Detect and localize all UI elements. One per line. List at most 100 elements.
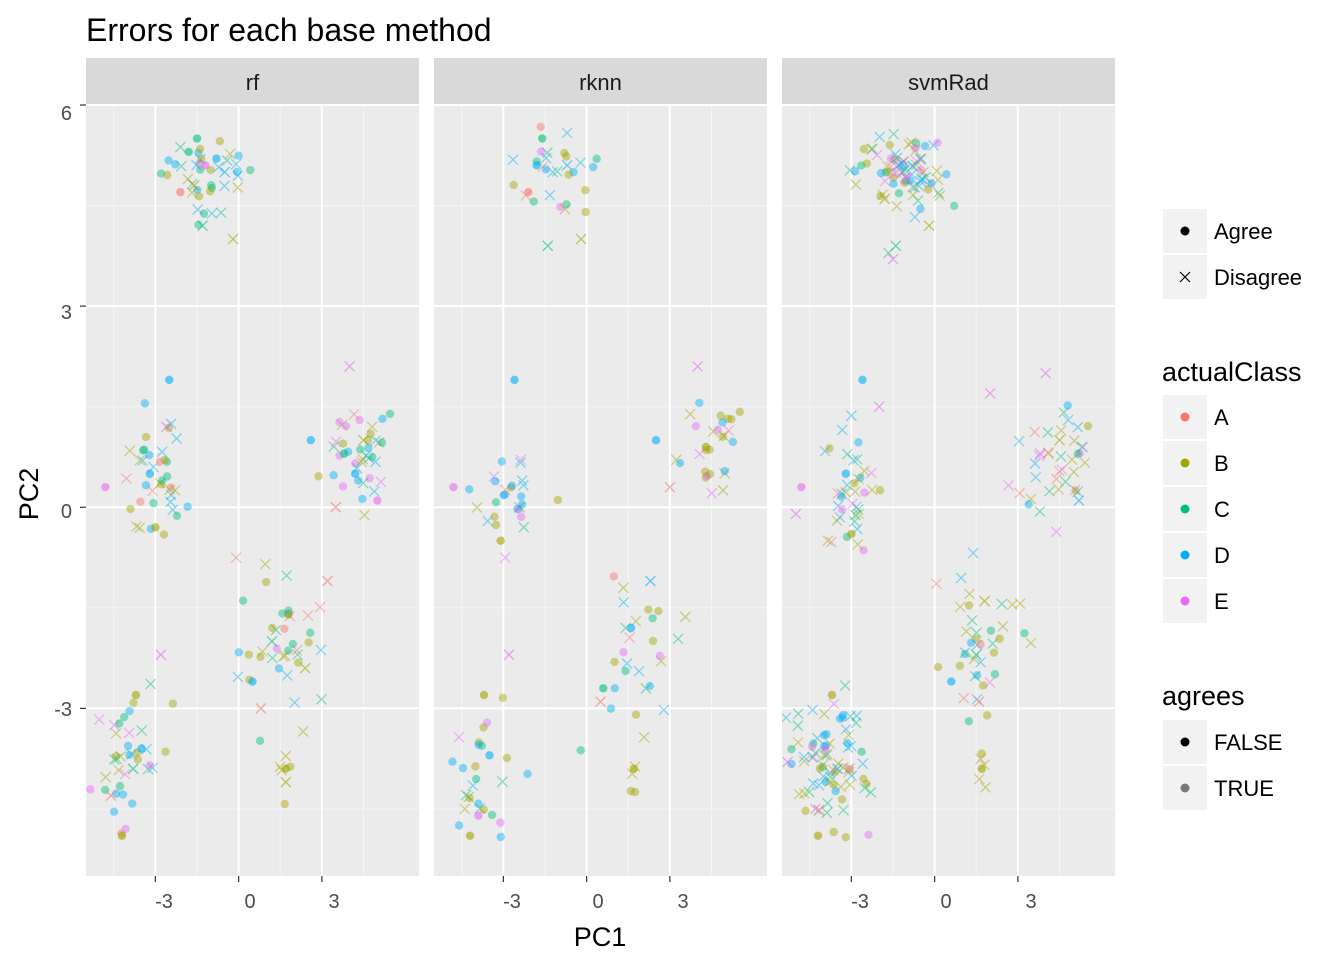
data-point bbox=[306, 628, 315, 638]
data-point bbox=[1068, 435, 1080, 447]
legend-agrees: agrees FALSE TRUE bbox=[1162, 681, 1282, 810]
data-point bbox=[887, 253, 899, 265]
data-point bbox=[813, 831, 823, 840]
data-point bbox=[184, 147, 193, 157]
data-point bbox=[1060, 476, 1071, 488]
data-point bbox=[996, 598, 1008, 610]
x-tick-label: -3 bbox=[851, 891, 869, 913]
data-point bbox=[454, 821, 464, 830]
data-point bbox=[909, 181, 921, 193]
data-point bbox=[124, 445, 136, 457]
data-point bbox=[1063, 401, 1072, 410]
data-point bbox=[810, 747, 821, 759]
data-point bbox=[837, 505, 847, 514]
data-point bbox=[859, 774, 868, 784]
data-point bbox=[705, 469, 715, 479]
data-point bbox=[949, 201, 959, 211]
data-point bbox=[694, 448, 706, 460]
facet-strip bbox=[86, 58, 419, 105]
data-point bbox=[141, 481, 151, 490]
data-point bbox=[261, 577, 271, 587]
data-point bbox=[835, 781, 847, 793]
data-point bbox=[142, 763, 154, 775]
data-point bbox=[268, 623, 277, 633]
data-point bbox=[496, 818, 505, 827]
data-point bbox=[916, 173, 927, 185]
data-point bbox=[206, 207, 218, 219]
data-point bbox=[288, 639, 298, 649]
data-point bbox=[126, 504, 135, 514]
data-point bbox=[474, 738, 484, 747]
data-point bbox=[1040, 367, 1052, 379]
data-point bbox=[1025, 493, 1037, 505]
data-point bbox=[617, 582, 629, 594]
data-point bbox=[865, 467, 877, 479]
data-point bbox=[975, 656, 987, 668]
data-point bbox=[230, 552, 242, 564]
legend-class-symbol bbox=[1180, 504, 1190, 514]
data-point bbox=[832, 488, 844, 499]
data-point bbox=[479, 723, 488, 732]
data-point bbox=[834, 511, 846, 523]
data-point bbox=[845, 740, 857, 752]
data-point bbox=[553, 495, 563, 505]
data-point bbox=[881, 168, 891, 177]
data-point bbox=[274, 664, 284, 673]
data-point bbox=[155, 457, 164, 467]
data-point bbox=[281, 764, 290, 773]
data-point bbox=[207, 183, 217, 193]
data-point bbox=[728, 437, 738, 447]
facet-panels: rf rknn svmRad bbox=[80, 58, 1115, 882]
data-point bbox=[110, 728, 122, 739]
data-point bbox=[500, 490, 510, 499]
data-point bbox=[840, 723, 852, 735]
data-point bbox=[358, 509, 370, 521]
data-point bbox=[903, 138, 915, 150]
data-point bbox=[818, 749, 830, 761]
data-point bbox=[847, 529, 856, 539]
data-point bbox=[115, 781, 125, 791]
data-point bbox=[960, 649, 970, 659]
data-point bbox=[145, 450, 154, 460]
data-point bbox=[716, 411, 725, 420]
data-point bbox=[1033, 450, 1045, 462]
data-point bbox=[1050, 473, 1062, 485]
data-point bbox=[831, 786, 840, 796]
data-point bbox=[350, 469, 360, 478]
data-point bbox=[339, 449, 349, 458]
data-point bbox=[256, 652, 265, 662]
data-point bbox=[807, 704, 819, 716]
legend-label-class: C bbox=[1214, 497, 1230, 522]
data-point bbox=[1058, 407, 1070, 419]
data-point bbox=[912, 195, 924, 207]
data-point bbox=[831, 515, 843, 527]
data-point bbox=[843, 738, 852, 748]
data-point bbox=[955, 572, 967, 584]
data-point bbox=[864, 830, 873, 840]
data-point bbox=[858, 465, 870, 477]
data-point bbox=[161, 747, 170, 756]
data-point bbox=[338, 482, 348, 491]
data-point bbox=[807, 751, 819, 763]
data-point bbox=[713, 425, 723, 435]
data-point bbox=[631, 710, 641, 719]
legend-label-class: B bbox=[1214, 451, 1229, 476]
data-point bbox=[827, 690, 837, 700]
data-point bbox=[702, 471, 712, 481]
data-point bbox=[898, 155, 910, 167]
data-point bbox=[651, 436, 661, 445]
data-point bbox=[172, 511, 182, 521]
data-point bbox=[856, 161, 866, 170]
data-point bbox=[368, 486, 380, 497]
data-point bbox=[836, 488, 848, 500]
data-point bbox=[995, 634, 1004, 643]
data-point bbox=[857, 758, 869, 770]
data-point bbox=[281, 570, 293, 582]
data-point bbox=[977, 764, 986, 773]
data-point bbox=[723, 414, 733, 423]
data-point bbox=[547, 166, 559, 178]
data-point bbox=[915, 153, 927, 165]
data-point bbox=[491, 520, 501, 530]
data-point bbox=[280, 776, 292, 788]
data-point bbox=[720, 466, 729, 476]
